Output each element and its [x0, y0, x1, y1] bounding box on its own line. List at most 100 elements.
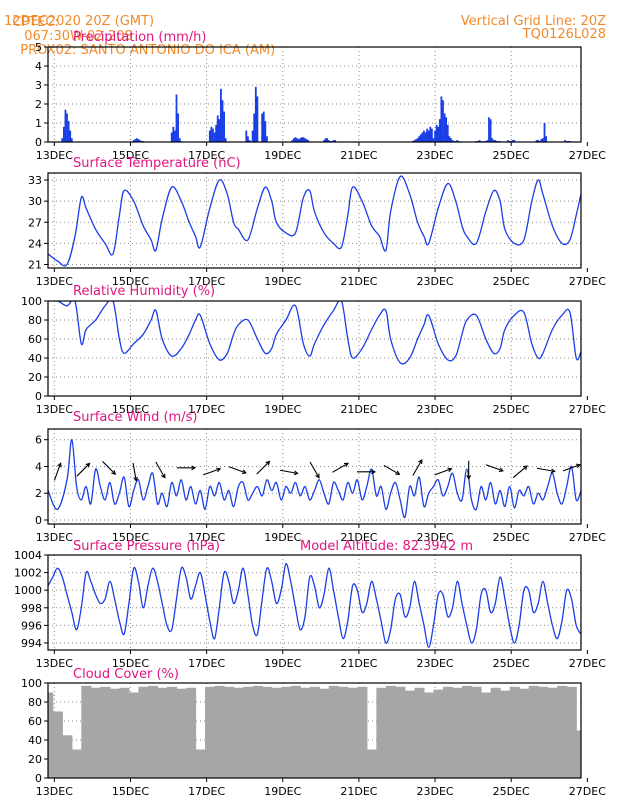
precip-bar [218, 119, 221, 142]
xtick-label: 27DEC [569, 403, 606, 416]
ytick-label: 0 [35, 136, 42, 149]
wind-vector [155, 461, 166, 479]
wind-vector [203, 467, 222, 476]
ytick-label: 998 [21, 602, 42, 615]
panel-pres: Surface Pressure (hPa) Model Altitude: 82… [14, 539, 606, 670]
ytick-label: 60 [28, 715, 42, 728]
cloud-bar [557, 685, 568, 778]
plot-rh [48, 301, 581, 365]
panel-rh: Relative Humidity (%) 0 20 40 60 80 100 13DEC 15… [21, 284, 606, 416]
xtick-label: 17DEC [188, 275, 225, 288]
cloud-bar [166, 686, 178, 778]
cloud-bar [490, 687, 501, 778]
cloud-bar [576, 730, 581, 778]
precip-bar [297, 139, 300, 142]
precip-bar [542, 138, 544, 142]
precip-bar [489, 119, 492, 142]
precip-bar [304, 138, 306, 142]
wind-vector-head [85, 462, 91, 468]
precip-bar [443, 113, 446, 142]
xtick-label: 21DEC [340, 275, 377, 288]
wind-vector [102, 461, 117, 475]
grid-precip [48, 47, 581, 142]
xtick-label: 19DEC [264, 403, 301, 416]
frame-pres [47, 554, 582, 651]
ytick-label: 3 [35, 79, 42, 92]
precip-bar [61, 138, 64, 142]
wind-vector [383, 464, 401, 475]
precip-bar [332, 140, 335, 142]
precip-bar [451, 140, 454, 142]
precip-bar [423, 130, 425, 142]
cloud-bar [538, 686, 549, 778]
panel-title-pres: Surface Pressure (hPa) [73, 539, 220, 554]
ytick-label: 1000 [14, 584, 42, 597]
xtick-label: 23DEC [417, 275, 454, 288]
cloud-bar [395, 686, 406, 778]
ytick-label: 20 [28, 371, 42, 384]
ytick-label: 33 [28, 174, 42, 187]
precip-bar [305, 139, 308, 142]
precip-bar [535, 140, 538, 142]
precip-bar [210, 126, 213, 142]
frame-precip [47, 46, 582, 143]
precip-bar [491, 138, 494, 142]
panel-title-temp: Surface Temperature (nC) [73, 156, 241, 171]
precip-bar [429, 126, 432, 142]
precip-bar [264, 121, 267, 142]
precip-bar [450, 138, 452, 142]
precip-bar [586, 140, 588, 142]
cloud-bar [366, 749, 377, 778]
plot-pres [48, 563, 581, 649]
plot-cloud [48, 685, 581, 778]
precip-bar [172, 126, 175, 142]
cloud-bar [319, 688, 330, 778]
precip-bar [174, 130, 176, 142]
coords-label: 067:30W-02:20S [24, 29, 133, 44]
wind-vector-shaft [332, 462, 349, 473]
wind-vector-shaft [203, 468, 221, 476]
panel-title-rh: Relative Humidity (%) [73, 284, 215, 299]
precip-bar [224, 138, 227, 142]
xtick-label: 19DEC [264, 531, 301, 544]
precip-bar [507, 140, 509, 142]
cloud-bar [62, 735, 73, 778]
cloud-bar [500, 690, 511, 778]
precip-bar [175, 94, 178, 142]
cloud-bar [252, 685, 263, 778]
wind-vector [132, 462, 138, 482]
cloud-bar [300, 687, 311, 778]
precip-bar [212, 128, 214, 142]
ytick-label: 994 [21, 637, 42, 650]
cloud-bar [138, 686, 149, 778]
xtick-label: 13DEC [36, 403, 73, 416]
frame-cloud [47, 682, 582, 779]
plot-precip [61, 86, 588, 142]
cloud-bar [519, 688, 530, 778]
precip-bar [438, 119, 441, 142]
wind-vector [332, 462, 349, 473]
wind-vector [177, 465, 197, 471]
precip-bar [300, 137, 303, 142]
precip-bar [413, 140, 416, 142]
wind-vector-head [191, 465, 197, 471]
plot-temp [48, 175, 581, 267]
wind-vector [466, 460, 472, 480]
cloud-bar [52, 711, 63, 778]
precip-bar [170, 132, 173, 142]
cloud-bar [271, 687, 282, 778]
cloud-bar [243, 686, 254, 778]
cloud-bar [338, 686, 349, 778]
wind-vector-head [111, 470, 117, 475]
wind-vector-head [575, 463, 581, 469]
cloud-bar [452, 687, 463, 778]
precip-bar [307, 140, 310, 142]
wind-vector-shaft [132, 462, 137, 481]
precip-bar [537, 140, 540, 142]
cloud-bar [147, 685, 159, 778]
xtick-label: 25DEC [493, 403, 530, 416]
precip-bar [327, 140, 330, 142]
panel-precip: Precipitation (mm/h) 0 1 2 3 4 5 13DEC 15DEC 17DE… [35, 30, 606, 162]
ytick-label: 0 [35, 390, 42, 403]
precip-bar [334, 140, 337, 142]
